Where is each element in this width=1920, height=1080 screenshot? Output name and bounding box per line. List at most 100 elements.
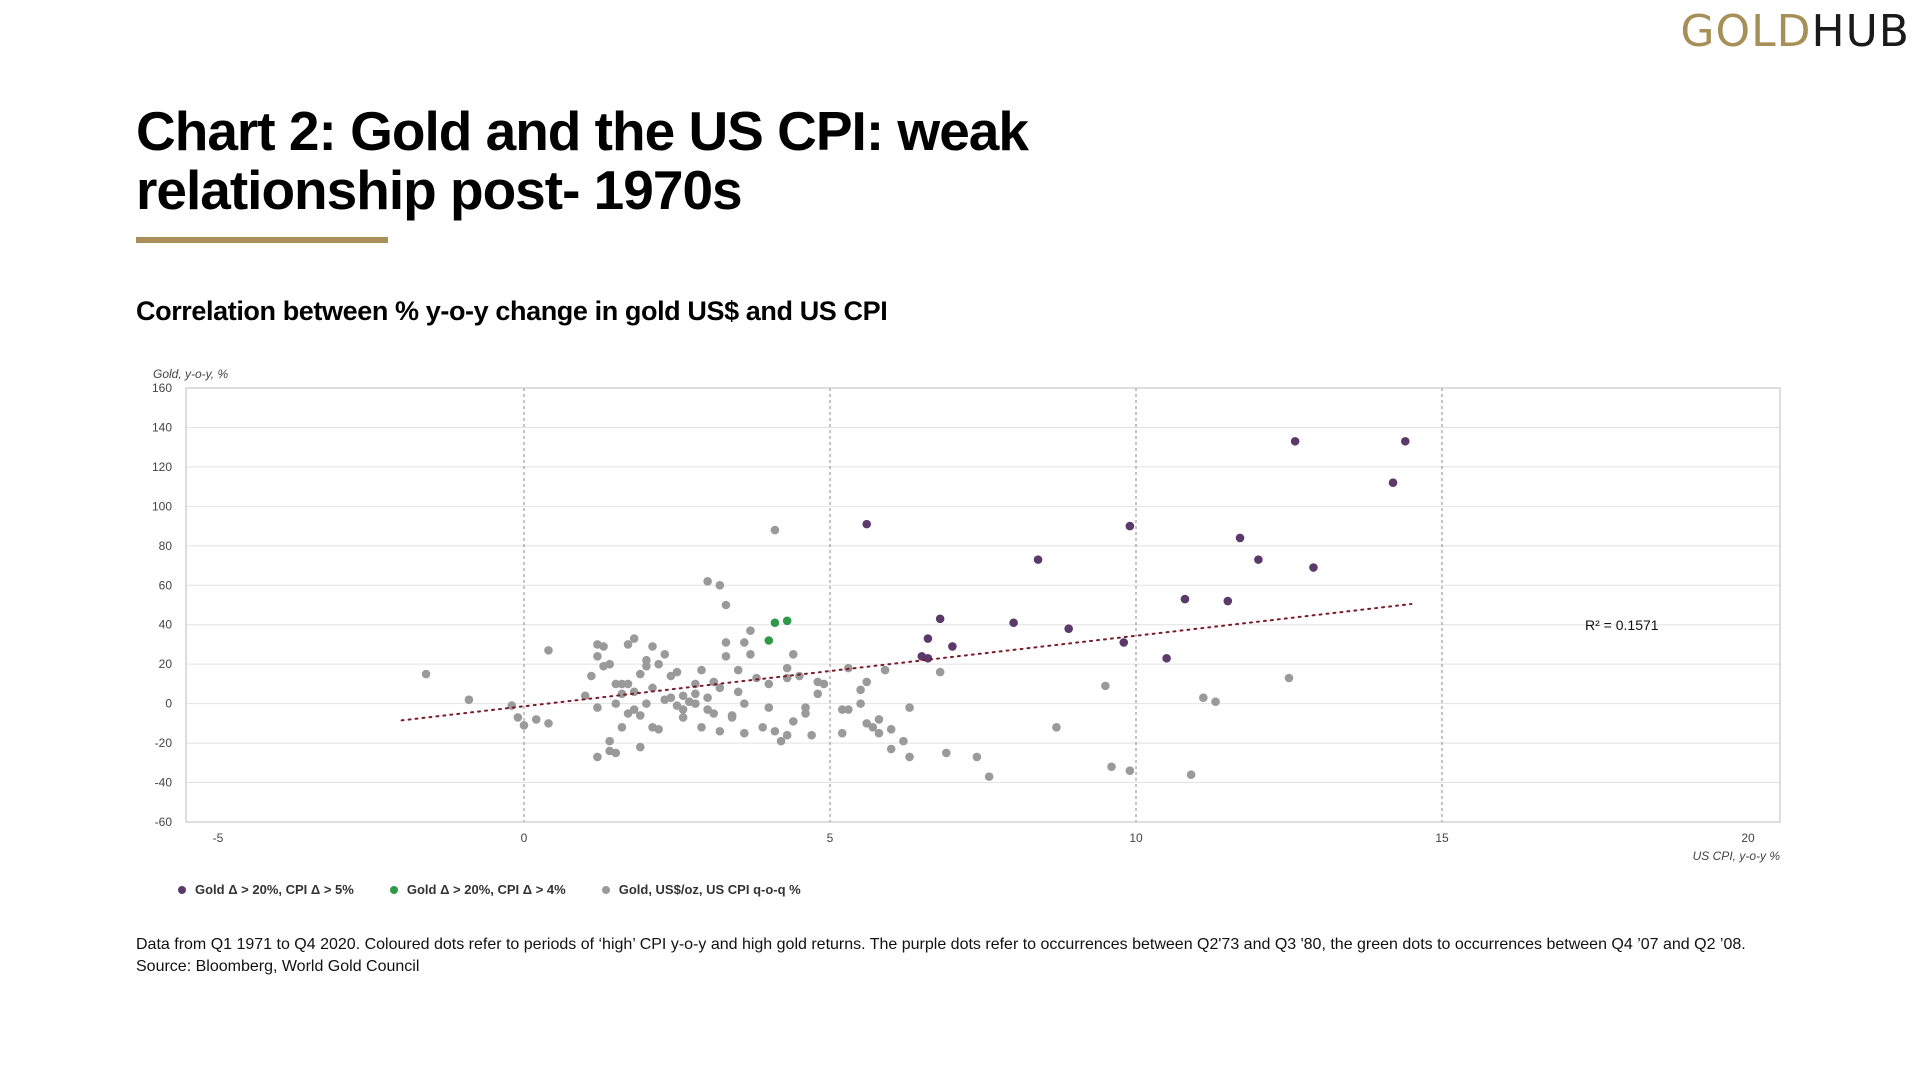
- footnote-source: Source: Bloomberg, World Gold Council: [136, 958, 420, 975]
- data-point: [593, 752, 602, 762]
- chart-legend: Gold Δ > 20%, CPI Δ > 5% Gold Δ > 20%, C…: [178, 882, 801, 897]
- x-tick-label: 20: [1741, 831, 1755, 845]
- data-point: [1290, 436, 1300, 446]
- data-point: [782, 730, 792, 740]
- data-point: [837, 728, 847, 738]
- data-point: [1033, 555, 1043, 564]
- data-point: [587, 671, 596, 681]
- data-point: [740, 699, 749, 708]
- data-point: [752, 673, 761, 683]
- y-tick-label: 160: [152, 381, 172, 395]
- data-point: [764, 703, 774, 712]
- goldhub-logo[interactable]: GOLDHUB: [1680, 10, 1910, 54]
- data-point: [740, 728, 749, 738]
- data-point: [1107, 762, 1116, 772]
- data-point: [801, 703, 810, 712]
- data-point: [519, 721, 529, 730]
- data-point: [666, 671, 676, 681]
- legend-label-green: Gold Δ > 20%, CPI Δ > 4%: [406, 882, 566, 897]
- data-point: [984, 772, 994, 781]
- data-point: [513, 713, 523, 722]
- data-point: [923, 634, 933, 643]
- data-point: [727, 713, 737, 722]
- data-point: [1199, 693, 1208, 703]
- scatter-chart: -60 -40 -20 0 20 40 60 80 100 120 140 160 -5 0 5 10 15 20…: [152, 367, 1781, 863]
- data-point: [1235, 533, 1245, 543]
- data-point: [935, 667, 945, 677]
- data-point: [1009, 618, 1018, 628]
- data-point: [593, 703, 602, 712]
- x-tick-label: 5: [827, 831, 834, 845]
- data-point: [721, 638, 731, 647]
- r-squared-label: R² = 0.1571: [1585, 617, 1659, 633]
- y-tick-label: 20: [159, 657, 173, 671]
- data-point: [666, 693, 676, 703]
- y-tick-label: -20: [155, 736, 173, 750]
- data-point: [678, 713, 688, 722]
- data-point: [703, 693, 712, 703]
- data-point: [721, 651, 731, 661]
- data-point: [764, 636, 774, 645]
- data-point: [642, 661, 651, 671]
- data-point: [782, 663, 792, 673]
- data-point: [733, 665, 743, 675]
- y-tick-label: 120: [152, 460, 172, 474]
- legend-swatch-grey: [601, 885, 610, 894]
- data-point: [874, 715, 884, 724]
- data-point: [1064, 624, 1073, 633]
- data-point: [654, 724, 663, 734]
- data-point: [948, 642, 957, 651]
- y-tick-label: 80: [159, 539, 173, 553]
- data-point: [691, 689, 700, 699]
- data-point: [807, 730, 816, 740]
- data-point: [648, 642, 657, 651]
- data-point: [617, 679, 627, 689]
- x-tick-label: 10: [1129, 831, 1143, 845]
- data-point: [715, 683, 725, 693]
- data-point: [923, 653, 933, 663]
- y-tick-label: 40: [159, 618, 173, 632]
- data-point: [782, 673, 792, 683]
- x-axis-title: US CPI, y-o-y %: [1693, 849, 1781, 863]
- data-point: [1254, 555, 1263, 564]
- data-point: [672, 667, 682, 677]
- data-point: [611, 699, 621, 708]
- data-point: [782, 616, 792, 626]
- data-point: [672, 701, 682, 710]
- legend-label-purple: Gold Δ > 20%, CPI Δ > 5%: [195, 882, 354, 897]
- data-point: [770, 618, 780, 628]
- data-point: [1388, 478, 1398, 487]
- data-point: [813, 689, 823, 699]
- data-point: [935, 614, 945, 624]
- data-point: [905, 752, 914, 762]
- data-point: [776, 736, 786, 746]
- x-tick-label: 15: [1435, 831, 1449, 845]
- data-point: [635, 742, 645, 752]
- data-point: [740, 638, 749, 647]
- data-point: [1309, 563, 1318, 572]
- chart-footnote: Data from Q1 1971 to Q4 2020. Coloured d…: [136, 934, 1746, 978]
- data-point: [746, 626, 755, 635]
- data-point: [758, 723, 767, 732]
- data-point: [605, 736, 614, 746]
- data-point: [654, 659, 663, 669]
- data-point: [862, 719, 872, 728]
- data-point: [1400, 436, 1410, 446]
- data-point: [972, 752, 982, 762]
- data-point: [819, 679, 829, 689]
- data-point: [886, 744, 896, 754]
- data-point: [844, 705, 853, 714]
- data-point: [703, 705, 712, 714]
- legend-label-grey: Gold, US$/oz, US CPI q-o-q %: [618, 882, 801, 897]
- data-point: [635, 669, 645, 679]
- data-point: [599, 642, 608, 651]
- data-point: [862, 677, 872, 687]
- page-title: Chart 2: Gold and the US CPI: weak relat…: [136, 100, 1029, 221]
- data-point: [837, 705, 847, 714]
- legend-item-purple: Gold Δ > 20%, CPI Δ > 5%: [178, 882, 354, 897]
- data-point: [623, 640, 633, 649]
- data-point: [770, 525, 780, 535]
- data-point: [648, 683, 657, 693]
- legend-swatch-purple: [178, 885, 186, 894]
- data-point: [531, 715, 541, 724]
